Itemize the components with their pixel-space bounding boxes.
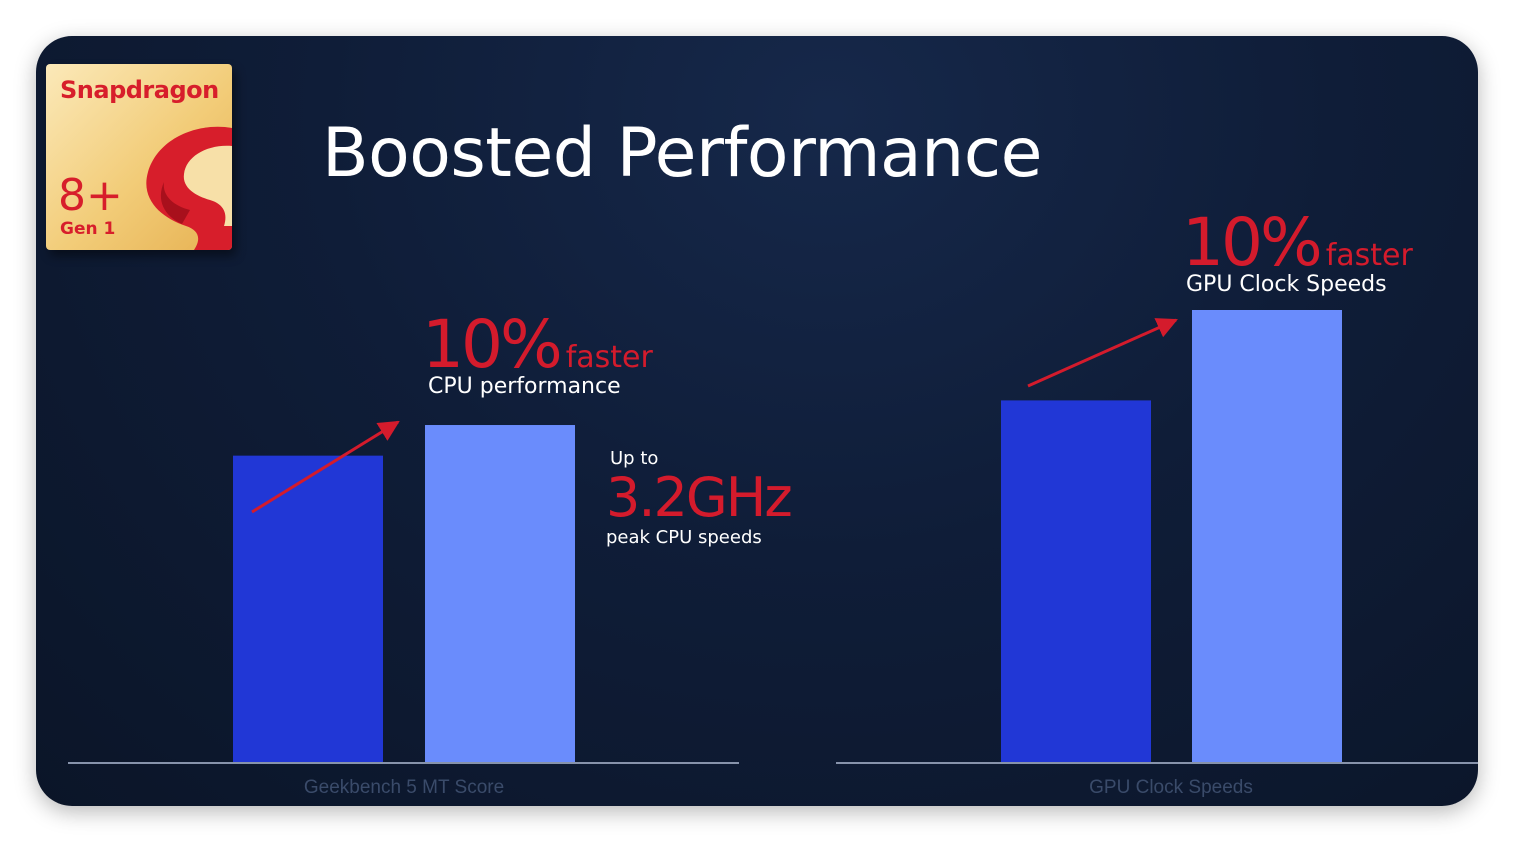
logo-brand: Snapdragon bbox=[60, 76, 219, 104]
gpu-callout-subtitle: GPU Clock Speeds bbox=[1186, 272, 1387, 297]
cpu-callout-subtitle: CPU performance bbox=[428, 374, 621, 399]
gpu-callout-percent: 10% bbox=[1182, 204, 1323, 281]
cpu-chart-xlabel: Geekbench 5 MT Score bbox=[303, 777, 505, 798]
ghz-subtitle: peak CPU speeds bbox=[606, 527, 762, 548]
cpu-bar-boosted bbox=[425, 425, 575, 762]
page-title: Boosted Performance bbox=[322, 114, 1042, 193]
cpu-callout-word: faster bbox=[565, 340, 653, 375]
cpu-trend-arrow bbox=[251, 420, 400, 514]
cpu-callout: 10% faster CPU performance bbox=[422, 312, 653, 400]
bar-charts bbox=[68, 310, 1478, 764]
cpu-callout-percent: 10% bbox=[422, 306, 563, 383]
gpu-chart-xlabel: GPU Clock Speeds bbox=[1089, 777, 1253, 798]
slide: Snapdragon 8+ Gen 1 Boosted Performance … bbox=[36, 36, 1478, 806]
ghz-callout: Up to 3.2GHz peak CPU speeds bbox=[606, 448, 793, 548]
logo-gen: Gen 1 bbox=[60, 219, 116, 239]
gpu-bar-baseline bbox=[1001, 400, 1151, 762]
ghz-value: 3.2GHz bbox=[606, 466, 793, 529]
snapdragon-logo: Snapdragon 8+ Gen 1 bbox=[46, 64, 232, 250]
snapdragon-flame-icon bbox=[146, 126, 232, 250]
gpu-callout-word: faster bbox=[1325, 238, 1413, 273]
cpu-bar-baseline bbox=[233, 455, 383, 762]
gpu-trend-arrow bbox=[1027, 318, 1178, 388]
gpu-bar-boosted bbox=[1192, 310, 1342, 762]
ghz-up-to: Up to bbox=[610, 448, 659, 469]
gpu-callout: 10% faster GPU Clock Speeds bbox=[1182, 210, 1413, 298]
logo-model: 8+ bbox=[58, 170, 123, 221]
